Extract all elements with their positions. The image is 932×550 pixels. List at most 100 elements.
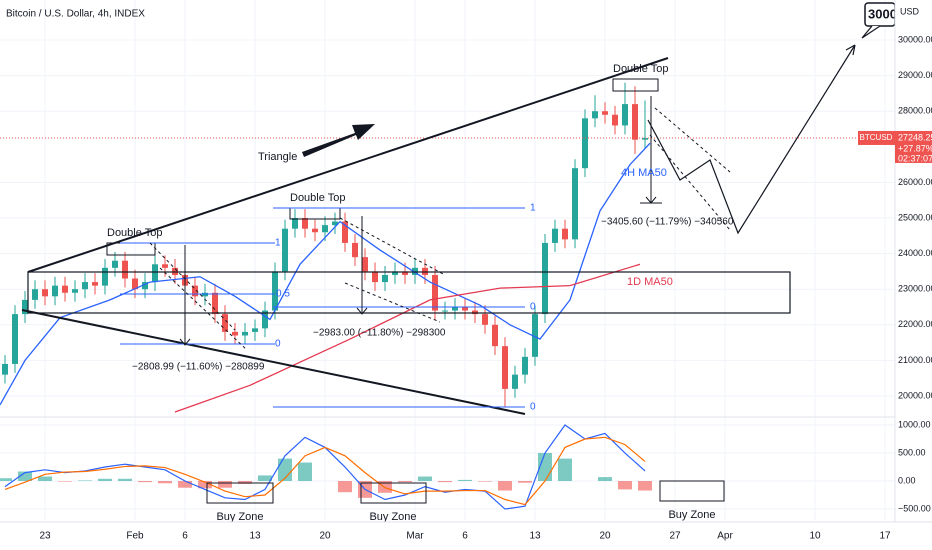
histogram-bar — [378, 481, 392, 493]
candle-body — [122, 260, 128, 279]
fib-label: 0 — [530, 402, 536, 413]
candle-body — [282, 228, 288, 272]
labels: Bitcoin / U.S. Dollar, 4h, INDEX Double … — [6, 6, 897, 522]
candle-body — [332, 221, 338, 226]
candle-body — [312, 228, 318, 233]
channel-line — [339, 217, 446, 276]
candle-body — [232, 331, 238, 336]
measure-arrow — [179, 245, 191, 346]
symbol-label: BTCUSD — [860, 133, 893, 142]
histogram-bar — [618, 481, 632, 490]
y-tick-label: 29000.00 — [898, 70, 932, 80]
y-tick-label: 22000.00 — [898, 319, 932, 329]
candle-body — [592, 111, 598, 119]
candle-body — [642, 137, 648, 140]
histogram-bar — [258, 475, 272, 482]
x-tick-label: 13 — [529, 531, 541, 542]
buy-zone-box — [206, 482, 274, 504]
candle-body — [602, 111, 608, 115]
currency-label: USD — [900, 6, 920, 16]
measure-label: −2983.00 (−11.80%) −298300 — [313, 328, 446, 339]
candle-body — [272, 271, 278, 311]
triangle-upper — [27, 57, 669, 273]
measure-arrow — [640, 96, 662, 204]
x-tick-label: 10 — [809, 531, 821, 542]
histogram-bar — [398, 481, 412, 483]
histogram-bar — [418, 476, 432, 482]
buy-zone-box — [659, 480, 725, 502]
channel-line — [344, 282, 441, 323]
candle-body — [212, 292, 218, 315]
histogram-bar — [98, 478, 112, 482]
histogram-bar — [218, 481, 232, 488]
candle-body — [472, 310, 478, 315]
change-label: +27.87% — [898, 143, 932, 153]
candle-body — [252, 328, 258, 332]
symbol-box — [858, 130, 895, 145]
fib-label: 0 — [530, 302, 536, 313]
candle-body — [402, 271, 408, 275]
x-tick-label: 17 — [879, 531, 891, 542]
y-tick-label: 28000.00 — [898, 106, 932, 116]
histogram-bar — [178, 481, 192, 488]
candle-body — [2, 363, 8, 375]
candle-body — [582, 118, 588, 169]
candle-body — [202, 292, 208, 297]
marks — [0, 82, 895, 510]
candle-body — [632, 104, 638, 140]
candle-body — [412, 267, 418, 275]
candle-body — [342, 221, 348, 243]
annotation: Double Top — [290, 192, 345, 204]
annotation: Double Top — [107, 227, 162, 239]
drawings — [21, 2, 896, 504]
y2-tick-label: 0.00 — [898, 475, 916, 485]
candle-body — [372, 271, 378, 283]
candle-body — [522, 356, 528, 375]
candle-body — [262, 310, 268, 329]
x-tick-label: 20 — [319, 531, 331, 542]
histogram-bar — [498, 481, 512, 491]
annotation: Triangle — [258, 151, 297, 163]
fib-label: 1 — [530, 203, 536, 214]
candle-body — [362, 257, 368, 272]
x-tick-label: 27 — [669, 531, 681, 542]
buy-zone-label: Buy Zone — [369, 511, 416, 523]
triangle-lower — [21, 309, 526, 415]
y2-tick-label: 500.00 — [898, 447, 926, 457]
candle-body — [482, 314, 488, 325]
target-label: 3000 — [868, 6, 897, 21]
y2-tick-label: −500.00 — [898, 503, 931, 513]
candle-body — [302, 218, 308, 229]
y-tick-label: 23000.00 — [898, 284, 932, 294]
candle-body — [292, 218, 298, 229]
x-tick-label: 13 — [249, 531, 261, 542]
channel-line — [159, 267, 248, 351]
histogram-bar — [558, 458, 572, 482]
candle-body — [322, 225, 328, 233]
candle-body — [172, 267, 178, 275]
histogram-bar — [138, 481, 152, 483]
candle-body — [242, 331, 248, 336]
x-tick-label: 23 — [39, 531, 51, 542]
candle-body — [572, 168, 578, 240]
series-label: 4H MA50 — [621, 167, 667, 179]
channel-line — [149, 242, 236, 331]
buy-zone-box — [360, 482, 427, 504]
candle-body — [432, 274, 438, 311]
candle-body — [502, 346, 508, 389]
candle-body — [112, 260, 118, 268]
histogram-bar — [338, 481, 352, 493]
chart-title: Bitcoin / U.S. Dollar, 4h, INDEX — [6, 9, 145, 20]
range-zone — [27, 271, 791, 314]
histogram-bar — [18, 471, 32, 482]
measure-arrow — [356, 216, 368, 315]
histogram-bar — [638, 481, 652, 491]
candle-body — [92, 282, 98, 286]
y-tick-label: 26000.00 — [898, 177, 932, 187]
y-tick-label: 24000.00 — [898, 248, 932, 258]
y-tick-label: 25000.00 — [898, 212, 932, 222]
candle-body — [382, 274, 388, 283]
candle-body — [442, 310, 448, 312]
histogram-bar — [238, 481, 252, 484]
